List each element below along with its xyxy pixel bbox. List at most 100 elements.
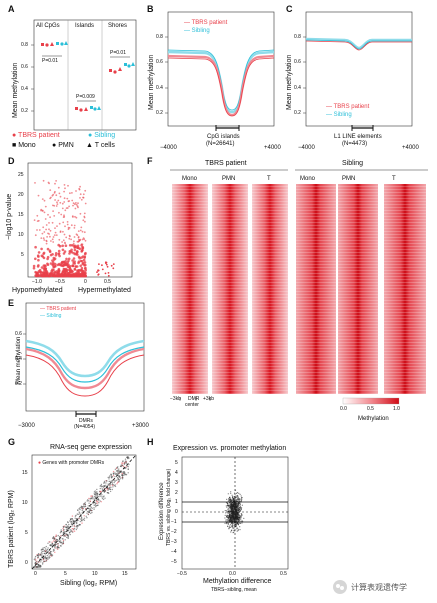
volcano-point bbox=[80, 226, 83, 229]
methylation-point bbox=[235, 492, 238, 494]
volcano-point bbox=[55, 194, 58, 197]
expression-point bbox=[119, 478, 121, 481]
expression-point bbox=[48, 541, 50, 543]
expression-point bbox=[60, 529, 62, 531]
volcano-point bbox=[40, 247, 43, 251]
volcano-point bbox=[54, 199, 56, 201]
expression-point bbox=[87, 500, 90, 502]
methylation-point bbox=[233, 527, 235, 529]
heatmap-texture bbox=[172, 184, 208, 394]
volcano-point bbox=[34, 182, 36, 184]
volcano-point bbox=[68, 244, 72, 247]
a-ytick: 0.8 bbox=[21, 42, 28, 48]
volcano-point bbox=[41, 198, 44, 201]
expression-point bbox=[40, 565, 42, 567]
a-pvalue: P=0.009 bbox=[76, 94, 95, 100]
volcano-point bbox=[71, 274, 75, 278]
methylation-point bbox=[238, 498, 240, 500]
d-xtick: −1.0 bbox=[32, 279, 42, 285]
volcano-point bbox=[72, 202, 75, 205]
expression-point bbox=[113, 473, 115, 475]
a-point bbox=[93, 107, 97, 111]
b-ytick: 0.8 bbox=[156, 34, 163, 40]
expression-point bbox=[65, 523, 67, 526]
volcano-point bbox=[71, 264, 75, 268]
volcano-point bbox=[64, 263, 68, 267]
a-point bbox=[60, 42, 64, 46]
expression-point bbox=[117, 469, 120, 472]
volcano-point bbox=[50, 240, 52, 242]
expression-point bbox=[84, 501, 86, 504]
expression-point bbox=[67, 533, 69, 536]
volcano-point bbox=[73, 240, 75, 243]
expression-point bbox=[67, 537, 70, 539]
expression-point bbox=[84, 508, 87, 510]
panel-letter-b: B bbox=[147, 4, 154, 14]
volcano-point bbox=[67, 200, 70, 203]
d-xtick: 0 bbox=[84, 279, 87, 285]
h-xlabel: Methylation difference bbox=[203, 578, 272, 585]
volcano-point bbox=[79, 212, 82, 215]
h-ytick: 5 bbox=[175, 460, 178, 466]
volcano-point bbox=[41, 232, 44, 235]
methylation-point bbox=[238, 514, 240, 516]
volcano-point bbox=[82, 261, 85, 265]
expression-point bbox=[68, 523, 70, 526]
expression-point bbox=[55, 534, 57, 536]
expression-point bbox=[52, 550, 55, 552]
volcano-point bbox=[77, 261, 80, 265]
volcano-point bbox=[40, 237, 43, 240]
volcano-point bbox=[36, 254, 40, 257]
volcano-point bbox=[81, 245, 84, 249]
volcano-point bbox=[78, 187, 81, 190]
b-xmin: −4000 bbox=[160, 145, 177, 151]
expression-point bbox=[121, 477, 124, 479]
d-ytick: 15 bbox=[18, 212, 24, 218]
methylation-point bbox=[240, 517, 242, 519]
volcano-point bbox=[64, 244, 68, 247]
methylation-point bbox=[230, 526, 232, 529]
methylation-point bbox=[235, 516, 237, 518]
methylation-point bbox=[230, 491, 232, 493]
volcano-point bbox=[70, 248, 73, 252]
volcano-point bbox=[73, 236, 76, 238]
a-point bbox=[97, 106, 101, 110]
expression-point bbox=[51, 554, 53, 556]
expression-point bbox=[83, 519, 86, 521]
expression-point bbox=[103, 485, 105, 487]
volcano-point bbox=[36, 265, 40, 268]
expression-point bbox=[110, 486, 112, 488]
a-point bbox=[41, 43, 44, 46]
volcano-point bbox=[112, 267, 115, 270]
volcano-point bbox=[53, 215, 56, 217]
expression-point bbox=[80, 507, 83, 509]
a-legend-tbrs: ● TBRS patient bbox=[12, 132, 60, 139]
methylation-point bbox=[227, 515, 229, 517]
expression-point bbox=[118, 474, 120, 477]
expression-point bbox=[104, 497, 106, 499]
expression-point bbox=[108, 488, 110, 491]
expression-point bbox=[53, 537, 55, 539]
volcano-point bbox=[62, 239, 65, 242]
expression-point bbox=[46, 554, 48, 557]
g-ytick: 5 bbox=[25, 530, 28, 536]
volcano-point bbox=[75, 250, 79, 253]
expression-point bbox=[86, 517, 88, 519]
expression-point bbox=[72, 519, 74, 521]
methylation-point bbox=[236, 514, 238, 516]
methylation-point bbox=[224, 517, 226, 519]
a-point bbox=[79, 108, 83, 112]
volcano-point bbox=[52, 241, 55, 243]
methylation-point bbox=[237, 517, 239, 520]
volcano-point bbox=[57, 186, 60, 189]
volcano-point bbox=[45, 228, 47, 231]
methylation-point bbox=[230, 492, 232, 494]
methylation-point bbox=[226, 523, 228, 525]
methylation-point bbox=[230, 500, 232, 502]
volcano-point bbox=[36, 271, 39, 275]
expression-point bbox=[126, 465, 129, 467]
volcano-point bbox=[32, 264, 36, 268]
e-ytick: 0.4 bbox=[15, 356, 22, 362]
expression-point bbox=[114, 468, 117, 470]
volcano-point bbox=[36, 220, 39, 223]
